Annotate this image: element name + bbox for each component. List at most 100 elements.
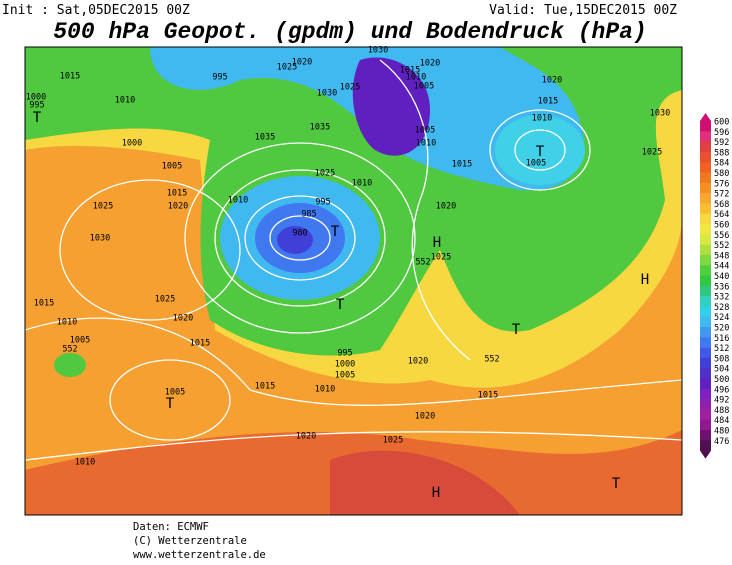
isobar-label: 1015: [478, 391, 498, 401]
pressure-center: T: [166, 396, 175, 412]
colorbar-label: 552: [714, 241, 729, 251]
colorbar-label: 496: [714, 385, 729, 395]
colorbar-swatch: [700, 162, 711, 173]
isobar-label: 1015: [538, 97, 558, 107]
isobar-label: 552: [62, 345, 77, 355]
isobar-label: 1010: [352, 179, 372, 189]
isobar-label: 995: [212, 73, 227, 83]
valid-time: Valid: Tue,15DEC2015 00Z: [489, 3, 677, 18]
colorbar-label: 576: [714, 179, 729, 189]
colorbar-label: 600: [714, 118, 729, 128]
colorbar-label: 560: [714, 221, 729, 231]
isobar-label: 1025: [277, 63, 297, 73]
colorbar-swatch: [700, 265, 711, 276]
isobar-label: 1020: [173, 314, 193, 324]
colorbar-label: 516: [714, 334, 729, 344]
isobar-label: 1020: [292, 58, 312, 68]
pressure-center: H: [432, 485, 440, 501]
colorbar-label: 556: [714, 231, 729, 241]
colorbar-bottom-arrow: [700, 450, 711, 459]
colorbar-swatch: [700, 244, 711, 256]
colorbar-label: 572: [714, 190, 729, 200]
colorbar-swatch: [700, 409, 711, 420]
isobars: [25, 59, 682, 461]
isobar-label: 995: [337, 349, 352, 359]
init-time: Init : Sat,05DEC2015 00Z: [2, 3, 190, 18]
isobar-label: 1015: [167, 189, 187, 199]
isobar-label: 1010: [228, 196, 248, 206]
isobar-label: 1025: [155, 295, 175, 305]
isobar-label: 1005: [162, 162, 182, 172]
isobar-label: 995: [315, 198, 330, 208]
colorbar-swatch: [700, 357, 711, 369]
isobar-label: 1020: [415, 412, 435, 422]
colorbar-label: 564: [714, 210, 729, 220]
colorbar-swatch: [700, 337, 711, 348]
colorbar-top-arrow: [700, 113, 711, 121]
hot-region: [330, 450, 520, 515]
isobar-label: 995: [29, 101, 44, 111]
pressure-center: T: [336, 297, 345, 313]
isobar-label: 1005: [415, 126, 435, 136]
isobar-label: 1010: [532, 114, 552, 124]
isobar-label: 1025: [431, 253, 451, 263]
trough-core: [352, 57, 430, 156]
colorbar-label: 524: [714, 313, 729, 323]
colorbar-label: 520: [714, 324, 729, 334]
isobar-label: 1020: [296, 432, 316, 442]
colorbar-label: 596: [714, 128, 729, 138]
isobar-label: 1005: [70, 336, 90, 346]
title: 500 hPa Geopot. (gpdm) und Bodendruck (h…: [53, 19, 647, 45]
isobar-label: 1010: [115, 96, 135, 106]
colorbar-label: 532: [714, 293, 729, 303]
colorbar-label: 508: [714, 354, 729, 364]
isobar-label: 1005: [414, 82, 434, 92]
pressure-center: T: [536, 144, 545, 160]
copyright: (C) Wetterzentrale: [133, 535, 247, 547]
colorbar-swatch: [700, 131, 711, 142]
isobar-label: 1020: [420, 59, 440, 69]
data-source: Daten: ECMWF: [133, 521, 209, 533]
colorbar-label: 580: [714, 169, 729, 179]
isobar-label: 1015: [452, 160, 472, 170]
isobar-label: 1015: [190, 339, 210, 349]
isobar-label: 980: [292, 229, 307, 239]
website: www.wetterzentrale.de: [133, 549, 266, 561]
colorbar-swatch: [700, 234, 711, 245]
colorbar-label: 548: [714, 251, 729, 261]
isobar-label: 1025: [93, 202, 113, 212]
isobar-label: 1030: [650, 109, 670, 119]
pressure-center: T: [331, 224, 340, 240]
isobar-label: 1015: [400, 66, 420, 76]
pressure-center: H: [433, 235, 441, 251]
pressure-center: H: [641, 272, 649, 288]
pressure-center: T: [33, 110, 42, 126]
isobar-label: 1025: [642, 148, 662, 158]
colorbar-swatch: [700, 121, 711, 132]
low-core: [277, 226, 313, 254]
isobar-label: 1020: [436, 202, 456, 212]
colorbar-swatch: [700, 419, 711, 431]
colorbar-label: 568: [714, 200, 729, 210]
colorbar-label: 584: [714, 159, 729, 169]
colorbar-label: 480: [714, 427, 729, 437]
pressure-center: T: [612, 476, 621, 492]
colorbar-label: 492: [714, 396, 729, 406]
colorbar-swatch: [700, 213, 711, 225]
isobar-label: 552: [415, 258, 430, 268]
colorbar: 6005965925885845805765725685645605565525…: [700, 113, 729, 459]
isobar-label: 1030: [90, 234, 110, 244]
colorbar-swatch: [700, 193, 711, 204]
colorbar-swatch: [700, 327, 711, 338]
colorbar-swatch: [700, 440, 711, 451]
pressure-center: T: [512, 322, 521, 338]
colorbar-swatch: [700, 203, 711, 214]
isobar-label: 1005: [165, 388, 185, 398]
colorbar-swatch: [700, 182, 711, 194]
colorbar-swatch: [700, 388, 711, 400]
isobar-label: 1020: [168, 202, 188, 212]
isobar-label: 1015: [60, 72, 80, 82]
isobar-label: 1030: [368, 46, 388, 56]
